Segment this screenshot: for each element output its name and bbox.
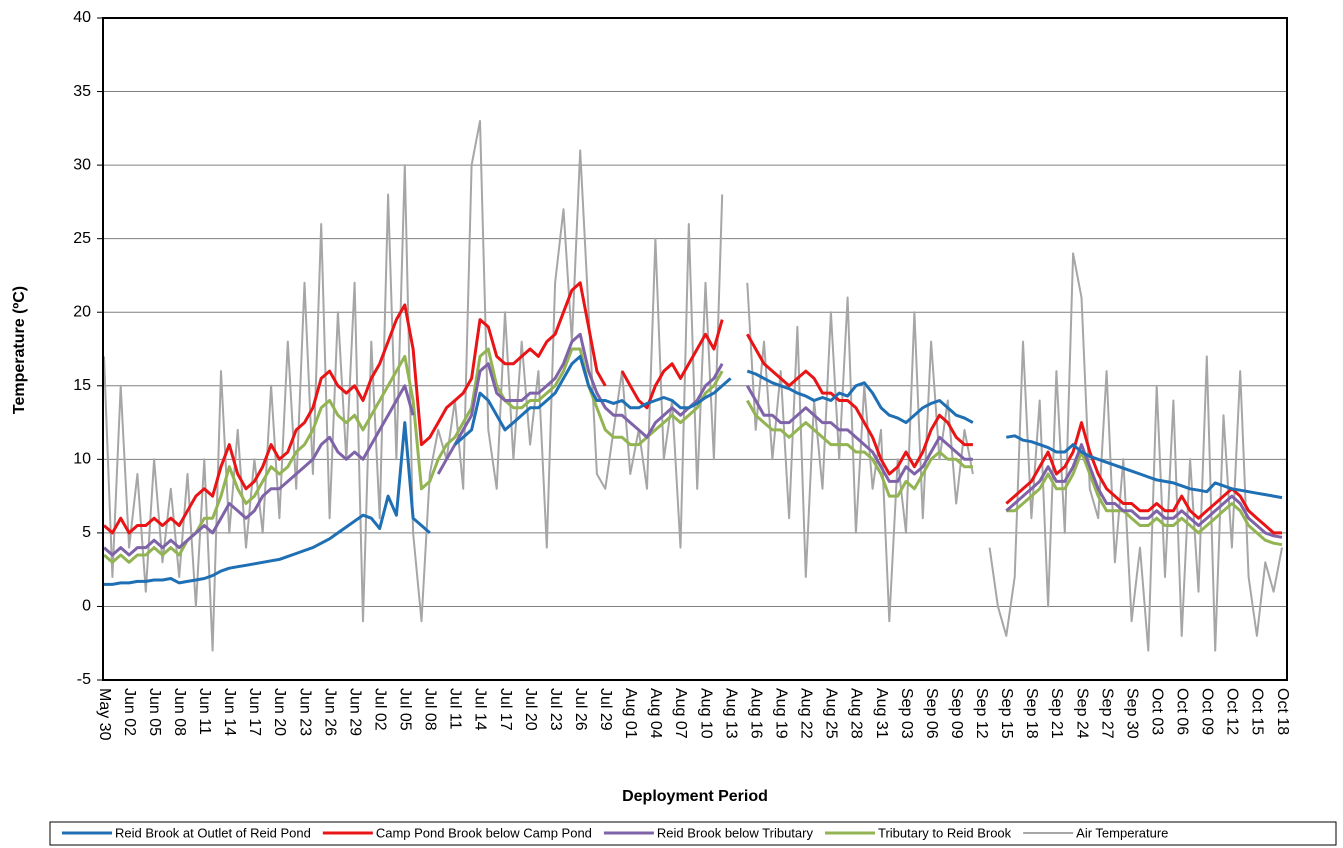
y-tick-label: -5 bbox=[77, 671, 91, 688]
x-tick-label: Aug 28 bbox=[848, 688, 865, 739]
x-tick-label: Jun 14 bbox=[221, 688, 238, 736]
x-tick-label: Jul 20 bbox=[522, 688, 539, 731]
x-tick-label: Sep 21 bbox=[1048, 688, 1065, 739]
legend-label: Air Temperature bbox=[1076, 825, 1168, 840]
x-tick-label: Jul 14 bbox=[472, 688, 489, 731]
y-axis-title: Temperature (ºC) bbox=[11, 286, 28, 414]
x-tick-label: Aug 01 bbox=[622, 688, 639, 739]
x-tick-label: Sep 15 bbox=[998, 688, 1015, 739]
y-tick-label: 10 bbox=[73, 451, 91, 468]
x-tick-label: Aug 25 bbox=[823, 688, 840, 739]
x-tick-label: Aug 04 bbox=[647, 688, 664, 739]
x-tick-label: Aug 31 bbox=[873, 688, 890, 739]
x-tick-label: Jun 20 bbox=[271, 688, 288, 736]
x-tick-label: Aug 19 bbox=[772, 688, 789, 739]
x-tick-label: Jul 08 bbox=[422, 688, 439, 731]
y-tick-label: 0 bbox=[82, 598, 91, 615]
x-tick-label: Oct 15 bbox=[1249, 688, 1266, 735]
x-tick-label: Sep 24 bbox=[1073, 688, 1090, 739]
x-tick-label: Oct 09 bbox=[1199, 688, 1216, 735]
x-tick-label: Jun 29 bbox=[346, 688, 363, 736]
x-tick-label: Jun 26 bbox=[321, 688, 338, 736]
x-tick-label: Oct 12 bbox=[1224, 688, 1241, 735]
x-tick-label: Aug 10 bbox=[697, 688, 714, 739]
x-tick-label: Jun 23 bbox=[296, 688, 313, 736]
x-tick-label: Oct 03 bbox=[1148, 688, 1165, 735]
x-tick-label: Sep 09 bbox=[948, 688, 965, 739]
y-tick-label: 20 bbox=[73, 303, 91, 320]
x-tick-label: Jun 17 bbox=[246, 688, 263, 736]
plot-frame bbox=[102, 17, 1288, 681]
x-tick-label: Jul 23 bbox=[547, 688, 564, 731]
x-tick-label: Aug 07 bbox=[672, 688, 689, 739]
legend-label: Reid Brook below Tributary bbox=[657, 825, 814, 840]
x-tick-label: Oct 18 bbox=[1274, 688, 1291, 735]
x-tick-label: Jul 17 bbox=[497, 688, 514, 731]
legend-label: Tributary to Reid Brook bbox=[878, 825, 1012, 840]
y-tick-label: 40 bbox=[73, 9, 91, 26]
y-tick-label: 25 bbox=[73, 230, 91, 247]
y-tick-label: 15 bbox=[73, 377, 91, 394]
x-tick-label: Jul 11 bbox=[447, 688, 464, 730]
x-tick-label: Oct 06 bbox=[1174, 688, 1191, 735]
legend-box bbox=[49, 821, 1337, 846]
x-tick-label: Jul 26 bbox=[572, 688, 589, 731]
x-tick-label: Jul 05 bbox=[397, 688, 414, 731]
x-tick-label: Jun 02 bbox=[121, 688, 138, 736]
y-tick-label: 30 bbox=[73, 156, 91, 173]
x-tick-label: Jul 29 bbox=[597, 688, 614, 731]
x-tick-label: Aug 13 bbox=[722, 688, 739, 739]
series-line bbox=[103, 281, 1282, 535]
x-tick-label: Sep 30 bbox=[1123, 688, 1140, 739]
legend-label: Reid Brook at Outlet of Reid Pond bbox=[115, 825, 311, 840]
x-tick-label: Aug 16 bbox=[747, 688, 764, 739]
x-tick-label: Jun 05 bbox=[146, 688, 163, 736]
x-tick-label: Jun 11 bbox=[196, 688, 213, 735]
series-line bbox=[103, 332, 1283, 557]
x-tick-label: Aug 22 bbox=[798, 688, 815, 739]
x-tick-label: Sep 03 bbox=[898, 688, 915, 739]
series-line bbox=[104, 354, 1283, 586]
x-tick-label: Sep 12 bbox=[973, 688, 990, 739]
x-tick-label: Jul 02 bbox=[371, 688, 388, 731]
x-tick-label: Sep 27 bbox=[1098, 688, 1115, 739]
y-tick-label: 5 bbox=[82, 524, 91, 541]
x-tick-label: Sep 18 bbox=[1023, 688, 1040, 739]
x-tick-label: May 30 bbox=[96, 688, 113, 741]
x-tick-label: Sep 06 bbox=[923, 688, 940, 739]
y-tick-label: 35 bbox=[73, 83, 91, 100]
x-axis-title: Deployment Period bbox=[622, 788, 768, 805]
series-line bbox=[103, 347, 1283, 564]
legend-label: Camp Pond Brook below Camp Pond bbox=[376, 825, 592, 840]
x-tick-label: Jun 08 bbox=[171, 688, 188, 736]
